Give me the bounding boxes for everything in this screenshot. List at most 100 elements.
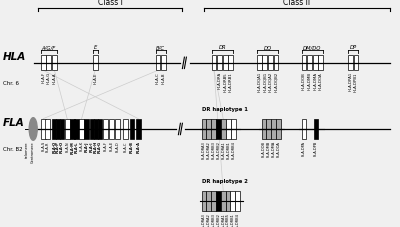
Text: FLA-H: FLA-H bbox=[94, 141, 98, 153]
Bar bbox=[65, 119, 70, 140]
Bar bbox=[74, 119, 79, 140]
Text: FLA-DPA: FLA-DPA bbox=[302, 141, 306, 155]
Bar bbox=[103, 119, 108, 140]
Bar bbox=[202, 191, 206, 211]
Text: HLA: HLA bbox=[3, 52, 26, 62]
Bar bbox=[271, 119, 276, 140]
Bar bbox=[274, 56, 278, 71]
Text: HLA-DQB2: HLA-DQB2 bbox=[274, 72, 278, 92]
Bar bbox=[313, 56, 318, 71]
Bar bbox=[156, 56, 160, 71]
Text: HLA-DOB: HLA-DOB bbox=[302, 72, 306, 89]
Text: FLA-DRA2: FLA-DRA2 bbox=[207, 141, 211, 158]
Bar bbox=[217, 56, 222, 71]
Text: HLA-A: HLA-A bbox=[52, 72, 56, 83]
Bar bbox=[45, 119, 50, 140]
Bar bbox=[226, 191, 230, 211]
Text: HLA-F: HLA-F bbox=[41, 72, 45, 83]
Text: HLA-DPA1: HLA-DPA1 bbox=[348, 72, 352, 91]
Text: DR haplotype 1: DR haplotype 1 bbox=[202, 106, 248, 111]
Text: FLA-DOB: FLA-DOB bbox=[262, 141, 266, 156]
Bar bbox=[93, 56, 98, 71]
Text: FLA-DRB5: FLA-DRB5 bbox=[226, 212, 230, 227]
Bar bbox=[136, 119, 141, 140]
Text: HLA-DQA1: HLA-DQA1 bbox=[257, 72, 261, 92]
Text: HLA-DOA: HLA-DOA bbox=[319, 72, 323, 89]
Bar bbox=[70, 119, 75, 140]
Bar bbox=[216, 119, 221, 140]
Text: FLA-L: FLA-L bbox=[74, 141, 78, 152]
Bar bbox=[90, 119, 94, 140]
Bar bbox=[52, 56, 57, 71]
Text: FLA-E: FLA-E bbox=[109, 141, 113, 151]
Text: FLA-N: FLA-N bbox=[65, 141, 69, 151]
Text: DP: DP bbox=[350, 45, 357, 50]
Bar bbox=[257, 56, 262, 71]
Text: FLA-A: FLA-A bbox=[136, 141, 140, 152]
Bar bbox=[130, 119, 134, 140]
Text: HLA-DQA2: HLA-DQA2 bbox=[268, 72, 272, 92]
Bar bbox=[206, 119, 211, 140]
Bar bbox=[79, 119, 84, 140]
Text: FLA-DMB: FLA-DMB bbox=[267, 141, 271, 157]
Bar bbox=[307, 56, 312, 71]
Text: DR haplotype 2: DR haplotype 2 bbox=[202, 178, 248, 183]
Bar bbox=[262, 119, 266, 140]
Bar bbox=[348, 56, 353, 71]
Bar bbox=[354, 56, 358, 71]
Bar bbox=[52, 119, 56, 140]
Bar bbox=[206, 191, 211, 211]
Text: HLA-C: HLA-C bbox=[156, 72, 160, 84]
Text: HLA-DRB1: HLA-DRB1 bbox=[229, 72, 233, 91]
Text: FLA-DOA: FLA-DOA bbox=[276, 141, 280, 156]
Text: DR: DR bbox=[218, 45, 226, 50]
Bar bbox=[211, 119, 216, 140]
Text: FLA-P: FLA-P bbox=[56, 141, 60, 152]
Bar bbox=[235, 191, 240, 211]
Bar bbox=[262, 56, 267, 71]
Text: FLA-D: FLA-D bbox=[115, 141, 119, 151]
Text: DQ: DQ bbox=[264, 45, 272, 50]
Text: DM/DO: DM/DO bbox=[303, 45, 322, 50]
Text: HLA-E: HLA-E bbox=[93, 72, 97, 83]
Bar bbox=[268, 56, 273, 71]
Bar bbox=[221, 191, 226, 211]
Bar bbox=[211, 191, 216, 211]
Bar bbox=[230, 191, 235, 211]
Text: FLA-R: FLA-R bbox=[45, 141, 49, 151]
Text: Class I: Class I bbox=[98, 0, 122, 7]
Bar bbox=[46, 56, 51, 71]
Bar bbox=[115, 119, 120, 140]
Text: FLA-M: FLA-M bbox=[70, 141, 74, 153]
Bar bbox=[84, 119, 89, 140]
Bar bbox=[94, 119, 98, 140]
Text: FLA-K: FLA-K bbox=[80, 141, 84, 151]
Text: FLA: FLA bbox=[3, 118, 25, 128]
Bar bbox=[161, 56, 166, 71]
Text: HLA-DPB1: HLA-DPB1 bbox=[354, 72, 358, 91]
Text: HLA-DRA: HLA-DRA bbox=[218, 72, 222, 89]
Text: FLA-DRB1: FLA-DRB1 bbox=[227, 141, 231, 158]
Text: HLA-DMA: HLA-DMA bbox=[313, 72, 317, 90]
Bar bbox=[98, 119, 102, 140]
Bar bbox=[41, 119, 46, 140]
Bar bbox=[223, 56, 228, 71]
Text: FLA-DRB4: FLA-DRB4 bbox=[232, 141, 236, 158]
Text: FLA-G: FLA-G bbox=[98, 141, 102, 153]
Bar bbox=[202, 119, 206, 140]
Text: FLA-DPB: FLA-DPB bbox=[314, 141, 318, 156]
Bar bbox=[276, 119, 281, 140]
Text: FLA-DRB1: FLA-DRB1 bbox=[231, 212, 235, 227]
Bar bbox=[212, 56, 216, 71]
Text: FLA-DMA: FLA-DMA bbox=[272, 141, 276, 157]
Text: HLA-B: HLA-B bbox=[162, 72, 166, 83]
Bar bbox=[41, 56, 46, 71]
Text: FLA-DRA1: FLA-DRA1 bbox=[221, 212, 225, 227]
Text: FLA-DRA3: FLA-DRA3 bbox=[202, 141, 206, 158]
Text: FLA-DRA2: FLA-DRA2 bbox=[207, 212, 211, 227]
Bar bbox=[266, 119, 271, 140]
Bar bbox=[216, 191, 221, 211]
Bar bbox=[109, 119, 114, 140]
Text: Class II: Class II bbox=[283, 0, 310, 7]
Text: HLA-DMB: HLA-DMB bbox=[308, 72, 312, 90]
